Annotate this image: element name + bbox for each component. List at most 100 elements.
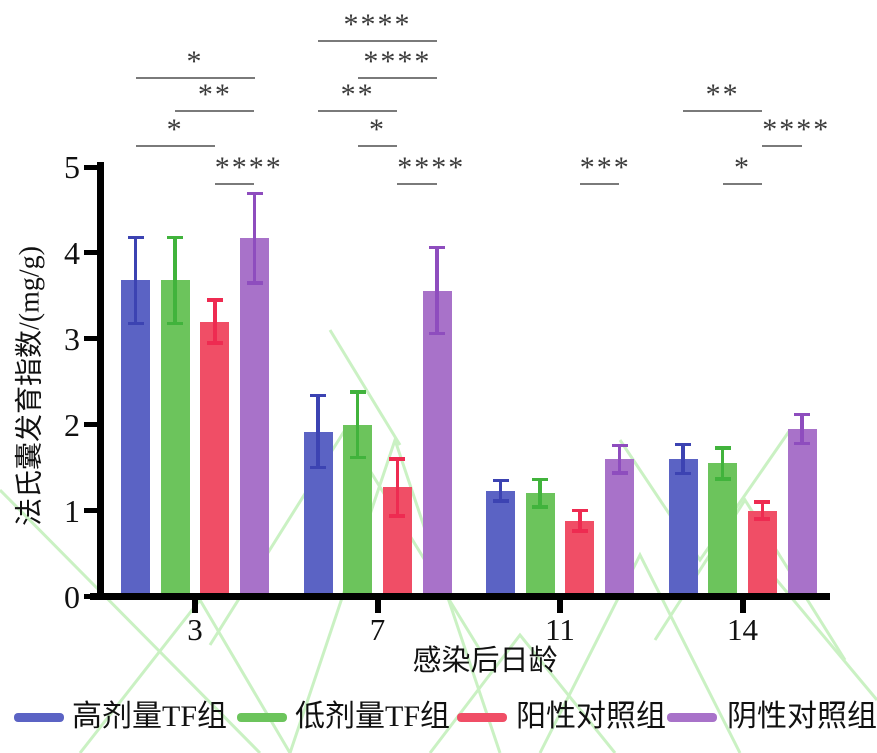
- error-bar-cap-bottom: [492, 499, 509, 503]
- error-bar-cap-top: [389, 457, 406, 461]
- bar-阳性对照组-group11: [565, 520, 595, 597]
- error-bar-cap-bottom: [532, 505, 549, 509]
- error-bar-cap-bottom: [167, 321, 184, 326]
- error-bar-cap-bottom: [611, 471, 628, 475]
- significance-stars: *: [186, 45, 204, 78]
- error-bar-cap-top: [571, 508, 588, 513]
- error-bar-cap-bottom: [714, 477, 731, 481]
- x-tick-label: 7: [369, 612, 386, 647]
- significance-stars: ****: [343, 8, 412, 41]
- error-bar-cap-top: [349, 390, 366, 394]
- error-bar-cap-top: [206, 298, 223, 302]
- significance-stars: *: [733, 151, 751, 184]
- error-bar: [435, 247, 439, 334]
- significance-line: [762, 145, 802, 147]
- significance-line: [318, 110, 398, 112]
- x-tick-label: 11: [545, 612, 575, 647]
- error-bar-cap-bottom: [571, 529, 588, 533]
- bar-高剂量TF组-group11: [486, 490, 515, 597]
- x-tick: [374, 600, 381, 613]
- x-tick: [192, 600, 198, 613]
- y-tick-label: 3: [64, 320, 80, 357]
- bar-阴性对照组-group11: [605, 459, 634, 597]
- error-bar: [538, 479, 542, 508]
- bar-阳性对照组-group14: [747, 510, 777, 597]
- y-tick: [84, 336, 97, 342]
- significance-stars: ****: [397, 151, 466, 184]
- error-bar: [316, 395, 320, 468]
- x-tick-label: 14: [727, 612, 758, 647]
- error-bar-cap-bottom: [429, 331, 445, 336]
- bar-低剂量TF组-group3: [160, 280, 190, 597]
- x-axis-line: [90, 593, 830, 600]
- significance-line: [722, 183, 763, 185]
- significance-stars: *: [166, 113, 184, 146]
- error-bar-cap-top: [754, 500, 771, 504]
- significance-stars: ****: [762, 113, 831, 146]
- y-tick: [84, 508, 97, 514]
- y-tick: [84, 422, 97, 428]
- error-bar: [395, 459, 400, 516]
- significance-line: [579, 183, 620, 185]
- legend-swatch-低剂量TF组: [237, 713, 287, 722]
- legend-swatch-阴性对照组: [667, 713, 717, 722]
- error-bar-cap-top: [714, 446, 731, 450]
- bar-低剂量TF组-group14: [708, 463, 738, 597]
- error-bar: [720, 447, 725, 479]
- error-bar: [617, 445, 622, 473]
- legend-label: 高剂量TF组: [72, 700, 228, 733]
- error-bar-cap-top: [429, 245, 445, 250]
- significance-line: [357, 77, 437, 79]
- error-bar-cap-bottom: [127, 321, 144, 326]
- error-bar: [133, 237, 138, 324]
- error-bar-cap-bottom: [206, 341, 223, 345]
- legend-label: 阳性对照组: [516, 700, 666, 733]
- y-tick-label: 0: [64, 578, 80, 615]
- error-bar: [800, 414, 804, 444]
- x-tick-label: 3: [187, 612, 203, 647]
- significance-line: [397, 183, 437, 185]
- y-tick: [84, 594, 97, 599]
- error-bar-cap-bottom: [389, 514, 406, 518]
- y-tick-label: 4: [64, 234, 80, 271]
- bar-阴性对照组-group14: [787, 428, 817, 597]
- y-tick-label: 5: [64, 149, 80, 185]
- error-bar-cap-bottom: [310, 465, 326, 470]
- error-bar-cap-bottom: [754, 517, 771, 521]
- legend-swatch-高剂量TF组: [14, 713, 64, 722]
- error-bar: [355, 392, 360, 458]
- error-bar-cap-bottom: [246, 281, 263, 285]
- legend-label: 低剂量TF组: [295, 700, 451, 733]
- error-bar: [681, 444, 685, 474]
- bar-低剂量TF组-group11: [525, 493, 555, 597]
- error-bar: [498, 480, 503, 502]
- error-bar-cap-top: [675, 442, 691, 447]
- bar-高剂量TF组-group3: [121, 280, 150, 597]
- significance-line: [683, 110, 763, 112]
- x-tick: [557, 600, 563, 613]
- significance-line: [175, 110, 255, 112]
- significance-stars: **: [340, 78, 375, 111]
- error-bar-cap-top: [246, 191, 263, 196]
- significance-stars: ****: [363, 45, 432, 78]
- error-bar-cap-top: [611, 443, 628, 448]
- error-bar-cap-bottom: [675, 471, 691, 476]
- error-bar: [213, 300, 217, 344]
- y-tick: [84, 250, 97, 256]
- y-axis-title: 法氏囊发育指数/(mg/g): [14, 246, 46, 526]
- legend-swatch-阳性对照组: [457, 713, 507, 722]
- x-axis-title: 感染后日龄: [412, 645, 558, 677]
- error-bar-cap-top: [167, 235, 184, 240]
- error-bar-cap-top: [794, 412, 810, 417]
- significance-stars: **: [705, 78, 740, 111]
- bar-阳性对照组-group3: [200, 321, 230, 597]
- x-tick: [739, 600, 746, 613]
- significance-line: [357, 145, 398, 147]
- significance-line: [214, 183, 255, 185]
- bar-阴性对照组-group7: [422, 290, 452, 597]
- legend-label: 阴性对照组: [727, 700, 877, 733]
- significance-stars: ***: [579, 151, 631, 184]
- error-bar: [173, 237, 177, 324]
- error-bar: [578, 510, 582, 532]
